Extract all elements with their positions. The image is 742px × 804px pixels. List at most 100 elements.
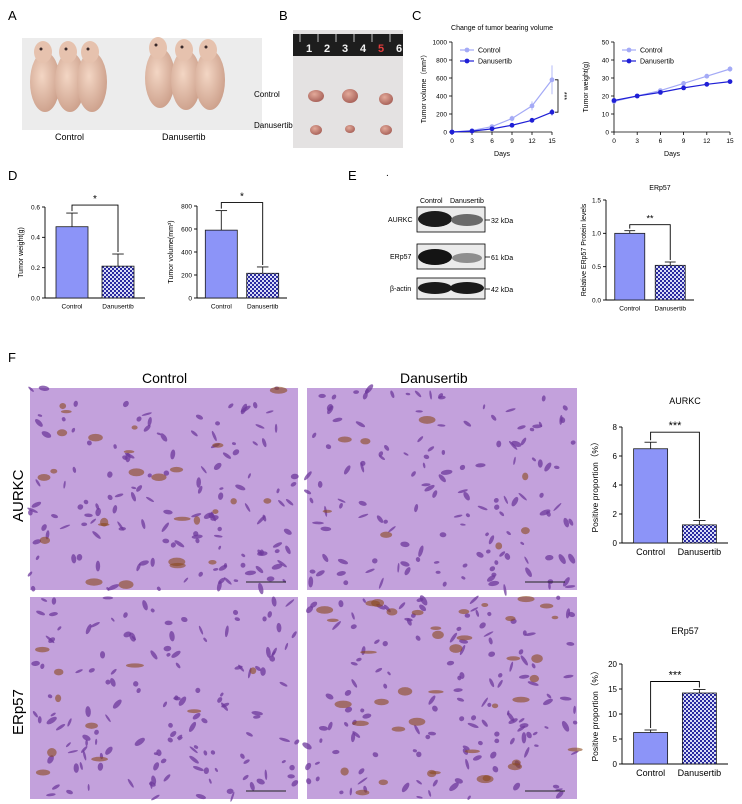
nucleus bbox=[37, 414, 43, 417]
nucleus bbox=[350, 661, 358, 666]
dab-stain bbox=[411, 609, 424, 616]
nucleus bbox=[553, 465, 560, 470]
nucleus bbox=[102, 596, 114, 600]
band-aurkc-control bbox=[418, 211, 452, 227]
mouse-eye bbox=[64, 47, 68, 51]
dab-stain bbox=[91, 756, 108, 762]
nucleus bbox=[65, 742, 71, 748]
y-tick-label: 10 bbox=[608, 710, 617, 719]
chart-title: AURKC bbox=[669, 396, 701, 406]
nucleus bbox=[112, 699, 122, 709]
nucleus bbox=[481, 719, 488, 727]
dab-stain bbox=[517, 595, 535, 603]
nucleus bbox=[573, 705, 576, 714]
nucleus bbox=[479, 622, 486, 629]
row-label-control: Control bbox=[254, 90, 280, 99]
nucleus bbox=[71, 427, 76, 433]
nucleus bbox=[287, 774, 295, 779]
data-point-danusertib bbox=[469, 128, 475, 134]
nucleus bbox=[419, 604, 427, 612]
x-tick-label: 9 bbox=[510, 138, 514, 145]
nucleus bbox=[208, 778, 212, 784]
nucleus bbox=[161, 522, 170, 532]
data-point-danusertib bbox=[611, 98, 617, 103]
nucleus bbox=[193, 531, 199, 537]
dab-stain bbox=[360, 438, 371, 445]
nucleus bbox=[55, 723, 66, 731]
nucleus bbox=[244, 503, 251, 512]
nucleus bbox=[548, 582, 551, 590]
nucleus bbox=[267, 611, 272, 618]
nucleus bbox=[145, 496, 155, 503]
blot-header-control: Control bbox=[420, 198, 443, 205]
nucleus bbox=[417, 436, 424, 443]
dab-stain bbox=[512, 696, 530, 703]
y-tick-label: 0 bbox=[188, 295, 192, 302]
nucleus bbox=[156, 586, 161, 591]
dab-stain bbox=[151, 473, 167, 481]
y-tick-label: 5 bbox=[613, 735, 618, 744]
nucleus bbox=[350, 624, 357, 630]
nucleus bbox=[249, 781, 255, 791]
nucleus bbox=[113, 444, 117, 449]
nucleus bbox=[163, 470, 170, 476]
data-point-danusertib bbox=[634, 93, 640, 99]
nucleus bbox=[372, 558, 378, 564]
nucleus bbox=[459, 639, 469, 644]
nucleus bbox=[284, 642, 289, 651]
nucleus bbox=[529, 427, 535, 432]
x-tick-label: 6 bbox=[659, 138, 663, 145]
nucleus bbox=[544, 726, 549, 729]
nucleus bbox=[166, 652, 171, 657]
y-tick-label: 0 bbox=[613, 760, 618, 769]
series-line-control bbox=[451, 79, 553, 133]
nucleus bbox=[545, 555, 554, 561]
dab-stain bbox=[464, 749, 480, 754]
bar-control bbox=[204, 229, 238, 299]
nucleus bbox=[261, 438, 267, 448]
data-point-danusertib bbox=[529, 117, 535, 123]
nucleus bbox=[255, 565, 264, 574]
nucleus bbox=[319, 738, 323, 743]
nucleus bbox=[517, 425, 526, 430]
nucleus bbox=[40, 663, 45, 670]
nucleus bbox=[35, 479, 41, 487]
nucleus bbox=[260, 667, 266, 676]
nucleus bbox=[195, 687, 201, 694]
chart-title: ERp57 bbox=[671, 626, 699, 636]
nucleus bbox=[378, 577, 384, 589]
nucleus bbox=[541, 395, 546, 402]
dab-stain bbox=[85, 578, 103, 586]
nucleus bbox=[189, 755, 199, 764]
y-tick-label: 800 bbox=[181, 203, 192, 210]
nucleus bbox=[41, 524, 47, 531]
nucleus bbox=[422, 462, 426, 469]
mouse-body bbox=[30, 52, 60, 112]
nucleus bbox=[487, 702, 492, 708]
dab-stain bbox=[352, 720, 369, 727]
nucleus bbox=[195, 414, 204, 420]
panel-f-ihc: Control Danusertib AURKC ERp57 bbox=[10, 370, 583, 802]
nucleus bbox=[463, 420, 472, 427]
nucleus bbox=[339, 790, 344, 795]
nucleus bbox=[264, 769, 268, 781]
nucleus bbox=[353, 390, 360, 394]
nucleus bbox=[222, 452, 232, 459]
mice-group bbox=[30, 37, 225, 112]
dab-stain bbox=[430, 626, 442, 631]
significance-bracket bbox=[555, 79, 559, 113]
nucleus bbox=[192, 766, 204, 772]
nucleus bbox=[228, 403, 234, 409]
y-axis-label: Relative ERp57 Protein levels bbox=[581, 203, 588, 296]
ruler-number: 3 bbox=[342, 43, 348, 55]
nucleus bbox=[50, 712, 56, 717]
bar-control bbox=[633, 448, 669, 544]
x-tick-label: 15 bbox=[726, 138, 734, 145]
category-label: Control bbox=[636, 547, 665, 557]
chart-erp57-positive-bar: ERp57 0 5 10 15 20 Positive proportion（%） Contr… bbox=[590, 626, 728, 778]
nucleus bbox=[73, 763, 79, 773]
nucleus bbox=[546, 693, 552, 699]
nucleus bbox=[247, 473, 251, 479]
category-label: Control bbox=[211, 304, 233, 311]
nucleus bbox=[332, 749, 340, 755]
